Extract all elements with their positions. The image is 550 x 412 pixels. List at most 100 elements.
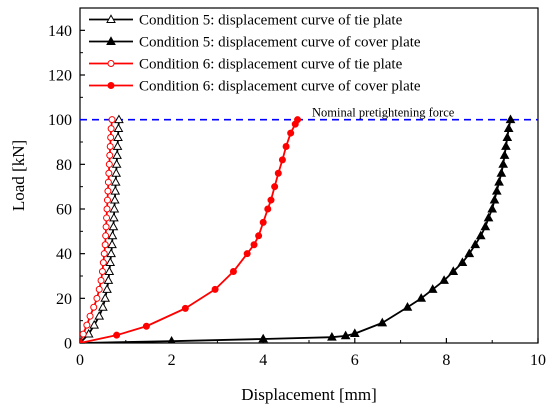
data-point-condition-5-displacement-curve-of-cover-plate [258, 333, 269, 343]
data-point-condition-5-displacement-curve-of-cover-plate [487, 203, 498, 213]
y-tick-label: 0 [64, 336, 72, 353]
data-point-condition-6-displacement-curve-of-tie-plate [106, 142, 114, 150]
x-tick-label: 6 [351, 352, 359, 369]
data-point-condition-6-displacement-curve-of-tie-plate [93, 294, 101, 302]
data-point-condition-5-displacement-curve-of-tie-plate [94, 310, 105, 320]
data-point-condition-5-displacement-curve-of-cover-plate [377, 317, 388, 327]
data-point-condition-6-displacement-curve-of-cover-plate [282, 142, 290, 150]
data-point-condition-5-displacement-curve-of-cover-plate [494, 176, 504, 186]
data-point-condition-6-displacement-curve-of-tie-plate [106, 151, 114, 159]
legend: Condition 5: displacement curve of tie p… [89, 13, 421, 95]
data-point-condition-6-displacement-curve-of-tie-plate [97, 276, 105, 284]
legend-marker-swatch [107, 60, 115, 67]
data-point-condition-6-displacement-curve-of-tie-plate [80, 330, 87, 338]
data-point-condition-6-displacement-curve-of-tie-plate [105, 160, 113, 168]
legend-label: Condition 5: displacement curve of cover… [139, 35, 421, 51]
x-tick-label: 10 [530, 352, 546, 369]
data-point-condition-6-displacement-curve-of-cover-plate [80, 339, 84, 343]
data-point-condition-5-displacement-curve-of-tie-plate [98, 302, 108, 311]
data-point-condition-5-displacement-curve-of-tie-plate [110, 185, 121, 195]
data-point-condition-5-displacement-curve-of-cover-plate [498, 159, 509, 168]
data-point-condition-6-displacement-curve-of-tie-plate [103, 196, 111, 204]
data-point-condition-5-displacement-curve-of-tie-plate [114, 114, 124, 124]
x-tick-label: 0 [76, 352, 84, 369]
data-point-condition-5-displacement-curve-of-tie-plate [110, 176, 121, 186]
data-point-condition-6-displacement-curve-of-tie-plate [103, 214, 111, 222]
data-point-condition-5-displacement-curve-of-cover-plate [503, 123, 514, 133]
data-point-condition-6-displacement-curve-of-cover-plate [243, 250, 251, 258]
data-point-condition-5-displacement-curve-of-cover-plate [501, 141, 511, 150]
data-point-condition-6-displacement-curve-of-tie-plate [108, 116, 116, 124]
data-point-condition-5-displacement-curve-of-cover-plate [448, 266, 459, 275]
data-point-condition-6-displacement-curve-of-tie-plate [90, 303, 98, 311]
data-point-condition-6-displacement-curve-of-tie-plate [105, 169, 113, 177]
legend-entry-condition-5-displacement-curve-of-tie-plate: Condition 5: displacement curve of tie p… [89, 13, 403, 29]
y-axis-title: Load [kN] [9, 140, 28, 211]
data-point-condition-5-displacement-curve-of-cover-plate [505, 114, 516, 124]
series-line-condition-5-displacement-curve-of-cover-plate [80, 119, 512, 343]
data-point-condition-5-displacement-curve-of-cover-plate [167, 335, 176, 343]
data-point-condition-6-displacement-curve-of-tie-plate [104, 178, 112, 186]
y-tick-label: 120 [48, 68, 72, 85]
reference-line-label: Nominal pretightening force [312, 106, 455, 120]
legend-label: Condition 5: displacement curve of tie p… [139, 13, 403, 29]
data-point-condition-5-displacement-curve-of-tie-plate [109, 194, 120, 204]
x-tick-label: 8 [442, 352, 450, 369]
data-point-condition-5-displacement-curve-of-cover-plate [402, 302, 413, 311]
legend-label: Condition 6: displacement curve of tie p… [139, 57, 403, 73]
data-point-condition-5-displacement-curve-of-tie-plate [102, 284, 112, 293]
data-point-condition-6-displacement-curve-of-tie-plate [107, 125, 115, 133]
legend-marker-swatch [106, 14, 116, 23]
data-point-condition-5-displacement-curve-of-tie-plate [107, 230, 118, 240]
legend-entry-condition-6-displacement-curve-of-tie-plate: Condition 6: displacement curve of tie p… [89, 57, 403, 73]
data-point-condition-6-displacement-curve-of-tie-plate [86, 312, 94, 320]
series-group [80, 114, 516, 343]
data-point-condition-6-displacement-curve-of-cover-plate [229, 268, 237, 276]
data-point-condition-6-displacement-curve-of-tie-plate [95, 285, 103, 293]
data-point-condition-6-displacement-curve-of-cover-plate [267, 196, 275, 204]
data-point-condition-5-displacement-curve-of-tie-plate [113, 123, 124, 133]
data-point-condition-6-displacement-curve-of-cover-plate [113, 331, 121, 339]
data-point-condition-6-displacement-curve-of-tie-plate [104, 187, 112, 195]
data-point-condition-5-displacement-curve-of-cover-plate [439, 275, 449, 284]
data-point-condition-6-displacement-curve-of-cover-plate [255, 232, 263, 240]
data-point-condition-5-displacement-curve-of-cover-plate [502, 132, 513, 141]
data-point-condition-5-displacement-curve-of-tie-plate [112, 141, 123, 150]
data-point-condition-5-displacement-curve-of-tie-plate [103, 275, 114, 284]
data-point-condition-5-displacement-curve-of-cover-plate [457, 257, 468, 267]
x-axis-title: Displacement [mm] [241, 385, 377, 404]
data-point-condition-6-displacement-curve-of-cover-plate [274, 169, 282, 177]
y-tick-label: 20 [56, 291, 72, 308]
data-point-condition-5-displacement-curve-of-tie-plate [83, 328, 94, 338]
data-point-condition-5-displacement-curve-of-cover-plate [349, 328, 360, 338]
legend-label: Condition 6: displacement curve of cover… [139, 79, 421, 95]
x-tick-label: 4 [259, 352, 267, 369]
tick-marks [79, 29, 539, 344]
series-condition-5-displacement-curve-of-tie-plate [80, 114, 124, 343]
data-point-condition-5-displacement-curve-of-tie-plate [109, 212, 119, 222]
y-tick-label: 140 [48, 23, 72, 40]
data-point-condition-6-displacement-curve-of-cover-plate [259, 218, 267, 226]
y-tick-label: 80 [56, 157, 72, 174]
data-point-condition-6-displacement-curve-of-cover-plate [250, 241, 258, 249]
legend-marker-swatch [107, 82, 115, 89]
data-point-condition-6-displacement-curve-of-cover-plate [264, 205, 272, 213]
data-point-condition-5-displacement-curve-of-tie-plate [113, 132, 123, 141]
data-point-condition-5-displacement-curve-of-tie-plate [105, 257, 116, 267]
legend-marker-swatch [106, 36, 116, 45]
data-point-condition-5-displacement-curve-of-cover-plate [327, 331, 337, 341]
data-point-condition-6-displacement-curve-of-tie-plate [103, 205, 111, 213]
data-point-condition-5-displacement-curve-of-tie-plate [111, 159, 122, 168]
data-point-condition-5-displacement-curve-of-tie-plate [108, 221, 119, 231]
data-point-condition-5-displacement-curve-of-cover-plate [483, 212, 494, 222]
data-point-condition-5-displacement-curve-of-cover-plate [427, 284, 438, 293]
data-point-condition-6-displacement-curve-of-tie-plate [107, 134, 115, 142]
y-tick-label: 100 [48, 112, 72, 129]
data-point-condition-6-displacement-curve-of-cover-plate [278, 156, 286, 164]
data-point-condition-5-displacement-curve-of-tie-plate [111, 168, 122, 177]
data-point-condition-5-displacement-curve-of-cover-plate [489, 194, 500, 204]
y-tick-label: 40 [56, 246, 72, 263]
